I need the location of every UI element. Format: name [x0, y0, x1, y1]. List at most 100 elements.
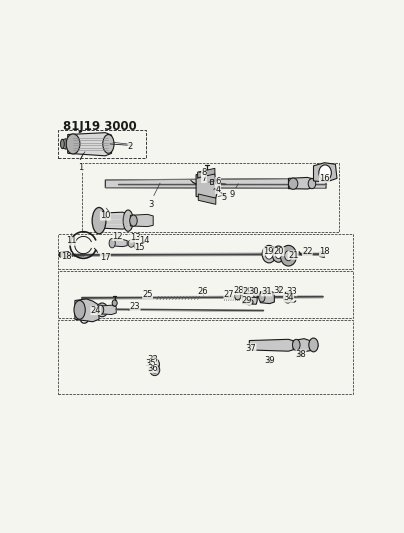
Text: 23: 23	[130, 302, 140, 311]
Ellipse shape	[151, 361, 157, 368]
Text: 14: 14	[139, 236, 149, 245]
Ellipse shape	[152, 367, 157, 373]
Polygon shape	[196, 174, 218, 198]
Ellipse shape	[253, 291, 258, 297]
Ellipse shape	[267, 359, 272, 363]
Ellipse shape	[284, 292, 292, 303]
Bar	[82, 163, 339, 232]
Text: 32: 32	[274, 286, 284, 295]
Text: 38: 38	[296, 350, 306, 359]
Text: 20: 20	[274, 247, 284, 256]
Text: 24: 24	[90, 306, 101, 315]
Text: 33: 33	[286, 287, 297, 296]
Ellipse shape	[280, 245, 297, 266]
Ellipse shape	[130, 215, 137, 227]
Ellipse shape	[245, 288, 254, 294]
Polygon shape	[320, 251, 324, 257]
Ellipse shape	[148, 358, 160, 370]
Ellipse shape	[66, 134, 80, 154]
Text: 12: 12	[113, 232, 123, 241]
Text: 15: 15	[135, 243, 145, 252]
Ellipse shape	[135, 243, 139, 249]
Ellipse shape	[61, 139, 64, 149]
Text: 21: 21	[288, 251, 299, 260]
Text: 10: 10	[100, 212, 111, 221]
Polygon shape	[68, 133, 112, 156]
Bar	[58, 320, 353, 394]
Polygon shape	[260, 291, 274, 304]
Ellipse shape	[123, 210, 133, 231]
Text: 2: 2	[128, 142, 133, 151]
Polygon shape	[105, 179, 326, 188]
Polygon shape	[288, 177, 314, 189]
Bar	[58, 130, 146, 158]
Text: 34: 34	[283, 294, 294, 302]
Ellipse shape	[112, 300, 117, 306]
Text: 35: 35	[145, 359, 156, 368]
Text: 19: 19	[263, 246, 274, 255]
Bar	[58, 234, 353, 269]
Ellipse shape	[59, 252, 62, 257]
Ellipse shape	[285, 294, 290, 301]
Text: 17: 17	[100, 253, 111, 262]
Ellipse shape	[308, 179, 316, 189]
Text: 6: 6	[215, 177, 221, 186]
Ellipse shape	[265, 249, 273, 259]
Ellipse shape	[272, 246, 285, 262]
Text: 18: 18	[61, 252, 72, 261]
Ellipse shape	[74, 301, 85, 319]
Text: 4: 4	[215, 185, 221, 194]
Text: 39: 39	[264, 357, 275, 366]
Ellipse shape	[150, 365, 160, 376]
Ellipse shape	[92, 207, 106, 234]
Ellipse shape	[246, 299, 253, 305]
Ellipse shape	[275, 250, 282, 259]
Ellipse shape	[97, 305, 104, 314]
Ellipse shape	[128, 240, 135, 247]
Ellipse shape	[309, 338, 318, 352]
Text: 16: 16	[319, 174, 330, 183]
Polygon shape	[99, 305, 116, 314]
Ellipse shape	[319, 165, 331, 181]
Polygon shape	[59, 252, 69, 257]
Polygon shape	[110, 239, 127, 247]
Polygon shape	[130, 214, 153, 227]
Ellipse shape	[97, 303, 108, 317]
Text: 31: 31	[261, 287, 272, 296]
Polygon shape	[249, 340, 295, 351]
Text: 29: 29	[242, 287, 253, 296]
Text: 8: 8	[201, 168, 206, 177]
Polygon shape	[62, 139, 66, 149]
Ellipse shape	[109, 238, 115, 248]
Text: 30: 30	[249, 287, 259, 296]
Bar	[58, 271, 353, 318]
Text: 37: 37	[246, 344, 256, 352]
Text: 18: 18	[319, 247, 330, 256]
Polygon shape	[210, 179, 213, 184]
Polygon shape	[242, 288, 257, 304]
Polygon shape	[293, 338, 318, 352]
Ellipse shape	[292, 340, 300, 351]
Text: 33: 33	[147, 356, 158, 365]
Ellipse shape	[298, 352, 303, 357]
Polygon shape	[314, 163, 337, 182]
Text: 5: 5	[222, 192, 227, 201]
Text: 36: 36	[147, 364, 158, 373]
Text: 7: 7	[201, 174, 206, 183]
Polygon shape	[95, 212, 130, 229]
Text: 22: 22	[302, 247, 312, 256]
Ellipse shape	[103, 134, 114, 154]
Text: 3: 3	[148, 200, 154, 209]
Text: 11: 11	[65, 237, 76, 246]
Text: 27: 27	[224, 290, 234, 300]
Polygon shape	[198, 194, 216, 204]
Text: 9: 9	[229, 190, 235, 198]
Text: 1: 1	[78, 163, 83, 172]
Text: 26: 26	[197, 287, 208, 296]
Text: 81J19 3000: 81J19 3000	[63, 120, 137, 133]
Polygon shape	[75, 299, 99, 322]
Ellipse shape	[259, 293, 265, 302]
Ellipse shape	[262, 245, 276, 263]
Ellipse shape	[285, 251, 292, 261]
Text: 13: 13	[130, 233, 140, 243]
